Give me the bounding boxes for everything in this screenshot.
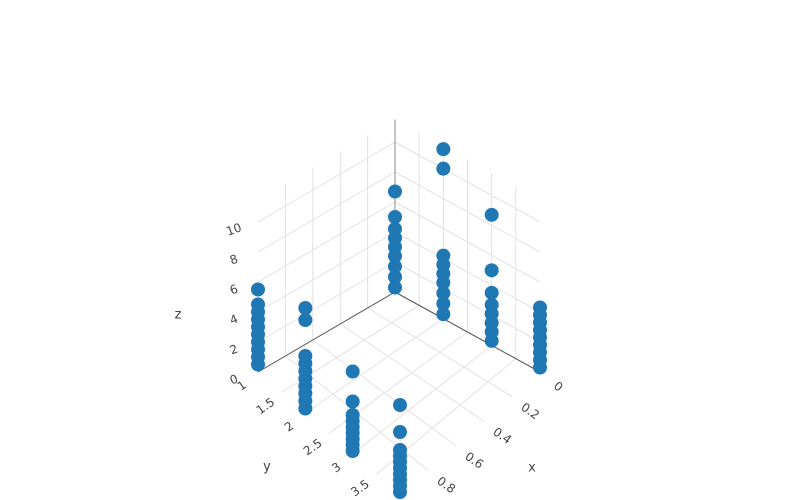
z-tick-label: 4 [228,312,240,328]
point [251,282,265,297]
point [533,300,547,315]
point [393,443,407,457]
point [484,263,499,278]
wall-grid-line [257,261,396,343]
point [251,297,265,312]
y-tick-label: 1.5 [254,395,278,417]
y-tick-label: 2.5 [301,436,325,458]
z-tick-label: 2 [228,342,240,358]
point [388,222,402,236]
z-tick-label: 0 [228,372,240,388]
point [393,398,407,412]
x-tick-label: 0.8 [434,474,458,496]
floor-grid-line [305,318,444,414]
z-tick-label: 10 [224,220,243,238]
point [345,408,360,422]
point [345,364,360,379]
point [484,207,499,222]
point [298,313,313,327]
y-tick-label: 2 [282,419,296,435]
point [298,349,313,363]
wall-grid-line [394,231,541,313]
y-tick-label: 3 [329,460,343,476]
x-tick-label: 0.4 [490,425,514,447]
x-tick-label: 0 [551,379,565,395]
wall-grid-line [257,171,396,253]
point [436,307,451,322]
point [298,301,313,315]
axis-line [257,291,396,373]
point [388,210,402,224]
axis-line [394,291,541,373]
y-axis-title: y [263,460,271,475]
point [436,286,451,301]
wall-grid-line [394,171,541,253]
point [388,270,402,284]
wall-grid-line [394,261,541,343]
z-axis-title: z [175,308,182,323]
wall-grid-line [257,141,396,223]
floor-grid-line [352,344,492,455]
point [388,184,402,199]
x-tick-label: 0.2 [518,400,542,422]
point [484,285,499,300]
point [484,297,499,312]
z-tick-label: 6 [228,282,240,298]
x-axis-title: x [528,461,536,476]
wall-grid-line [257,201,396,283]
point [436,161,451,176]
point [388,280,402,295]
z-tick-label: 8 [228,252,240,268]
wall-grid-line [394,141,541,223]
wall-grid-line [257,231,396,313]
point [393,425,407,439]
point [436,248,451,263]
wall-grid-line [394,201,541,283]
point [345,394,360,409]
point [436,142,451,157]
point [436,296,451,311]
point [388,259,402,274]
x-tick-label: 0.6 [462,449,486,471]
y-tick-label: 3.5 [348,477,372,499]
